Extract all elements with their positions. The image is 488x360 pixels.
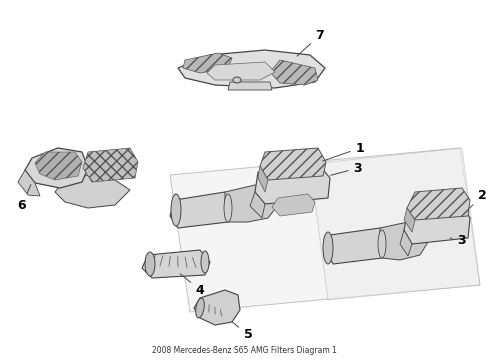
Ellipse shape [377, 230, 385, 258]
Text: 3: 3 [449, 234, 466, 247]
Polygon shape [178, 50, 325, 88]
Text: 1: 1 [322, 141, 364, 161]
Text: 2: 2 [469, 189, 486, 208]
Ellipse shape [201, 251, 208, 273]
Polygon shape [25, 148, 88, 188]
Polygon shape [260, 148, 325, 180]
Polygon shape [258, 166, 267, 192]
Polygon shape [194, 290, 240, 325]
Polygon shape [269, 60, 317, 85]
Polygon shape [55, 175, 130, 208]
Polygon shape [254, 166, 329, 204]
Polygon shape [325, 228, 384, 264]
Polygon shape [309, 148, 479, 300]
Polygon shape [379, 222, 427, 260]
Text: 7: 7 [296, 28, 324, 56]
Ellipse shape [323, 232, 332, 264]
Text: 5: 5 [232, 322, 252, 342]
Polygon shape [142, 250, 209, 278]
Ellipse shape [232, 77, 241, 83]
Polygon shape [170, 148, 479, 312]
Text: 4: 4 [180, 274, 204, 297]
Polygon shape [18, 170, 40, 196]
Text: 3: 3 [330, 162, 362, 175]
Polygon shape [271, 194, 314, 216]
Polygon shape [224, 185, 278, 222]
Text: 2008 Mercedes-Benz S65 AMG Filters Diagram 1: 2008 Mercedes-Benz S65 AMG Filters Diagr… [151, 346, 336, 355]
Polygon shape [406, 188, 469, 220]
Polygon shape [170, 192, 229, 228]
Polygon shape [227, 82, 271, 90]
Polygon shape [403, 205, 469, 244]
Text: 6: 6 [18, 185, 31, 212]
Ellipse shape [145, 252, 155, 276]
Ellipse shape [224, 194, 231, 222]
Polygon shape [183, 53, 231, 73]
Polygon shape [35, 152, 82, 180]
Ellipse shape [171, 194, 181, 226]
Polygon shape [399, 230, 411, 256]
Polygon shape [403, 208, 414, 232]
Polygon shape [249, 192, 264, 218]
Polygon shape [83, 148, 138, 182]
Ellipse shape [195, 298, 204, 318]
Polygon shape [206, 62, 274, 80]
